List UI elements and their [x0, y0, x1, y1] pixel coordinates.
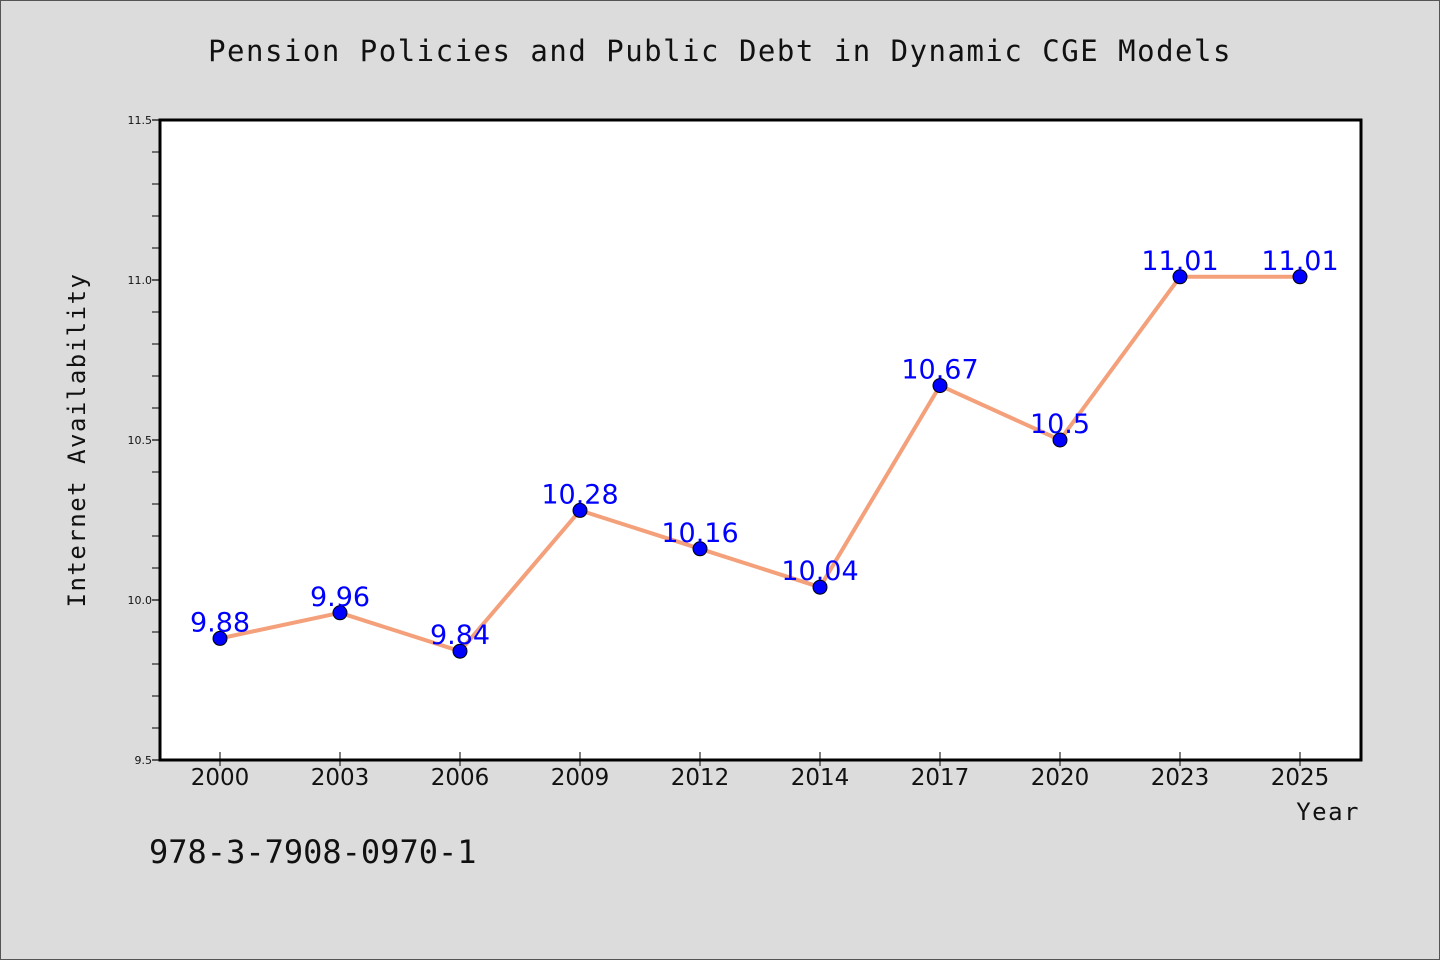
- isbn-label: 978-3-7908-0970-1: [149, 833, 477, 871]
- plot-area: [160, 120, 1361, 760]
- data-label: 9.96: [310, 582, 370, 613]
- data-label: 10.67: [901, 355, 978, 386]
- data-label: 10.16: [661, 518, 738, 549]
- data-point: [1052, 432, 1068, 448]
- data-point: [932, 378, 948, 394]
- chart-title: Pension Policies and Public Debt in Dyna…: [208, 34, 1232, 68]
- y-tick-label: 11.5: [128, 114, 153, 127]
- data-labels: 9.88 9.96 9.84 10.28 10.16 10.04 10.67 10.5 11.0…: [190, 246, 1339, 651]
- y-tick-label: 10.0: [128, 594, 153, 607]
- data-point: [812, 579, 828, 595]
- data-point: [452, 643, 468, 659]
- x-tick-label: 2025: [1271, 765, 1330, 791]
- x-tick-label: 2017: [911, 765, 970, 791]
- data-label: 10.28: [541, 479, 618, 510]
- y-axis-ticks: 9.5 10.0 10.5 11.0 11.5: [128, 114, 160, 767]
- data-label: 11.01: [1141, 246, 1218, 277]
- data-point: [572, 502, 588, 518]
- x-tick-label: 2014: [791, 765, 850, 791]
- x-tick-label: 2009: [551, 765, 610, 791]
- x-tick-label: 2012: [671, 765, 730, 791]
- x-tick-label: 2006: [431, 765, 490, 791]
- x-axis-ticks: 2000 2003 2006 2009 2012 2014 2017 2020 2023 2025: [191, 752, 1330, 791]
- data-label: 10.04: [781, 556, 858, 587]
- series-line: [218, 274, 1302, 654]
- data-label: 10.5: [1030, 409, 1090, 440]
- x-tick-label: 2020: [1031, 765, 1090, 791]
- data-point: [1292, 269, 1308, 285]
- data-point: [692, 541, 708, 557]
- data-label: 11.01: [1261, 246, 1338, 277]
- plot-border: [158, 118, 1363, 762]
- data-point: [212, 630, 228, 646]
- x-tick-label: 2003: [311, 765, 370, 791]
- data-point: [1172, 269, 1188, 285]
- data-point: [332, 605, 348, 621]
- y-axis-title: Internet Availability: [63, 273, 91, 608]
- y-tick-label: 9.5: [135, 754, 153, 767]
- data-label: 9.88: [190, 607, 250, 638]
- x-tick-label: 2023: [1151, 765, 1210, 791]
- y-tick-label: 10.5: [128, 434, 153, 447]
- y-tick-label: 11.0: [128, 274, 153, 287]
- x-tick-label: 2000: [191, 765, 250, 791]
- series-markers: [212, 269, 1308, 659]
- x-axis-title: Year: [1296, 798, 1360, 826]
- data-label: 9.84: [430, 620, 490, 651]
